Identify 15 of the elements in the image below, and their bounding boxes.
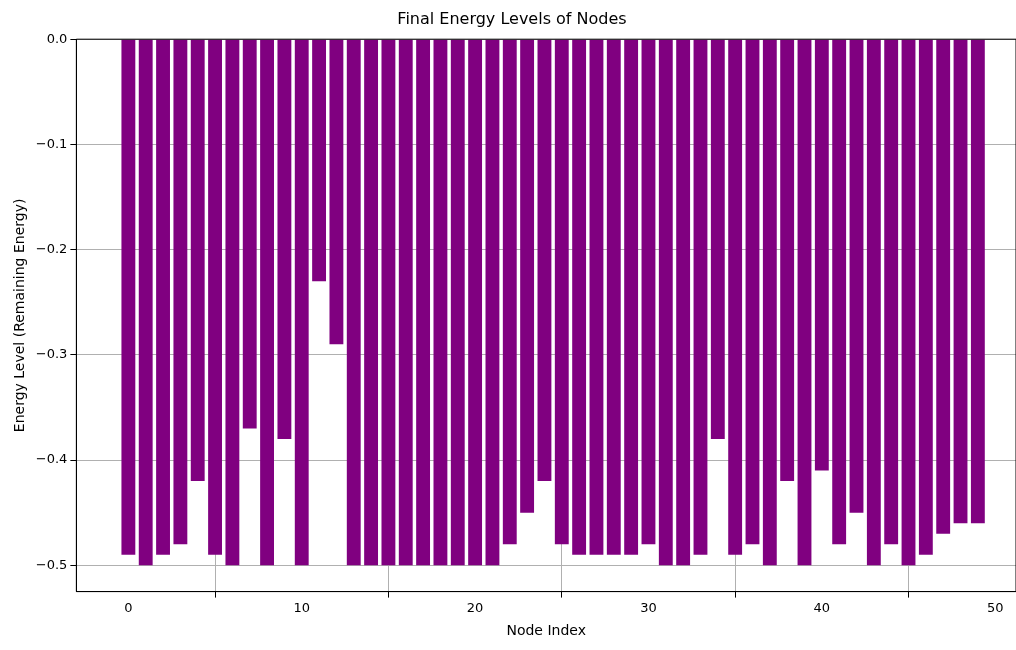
x-tick-label: 40 [813,599,831,615]
chart-title: Final Energy Levels of Nodes [397,8,627,28]
y-axis-title: Energy Level (Remaining Energy) [11,198,28,433]
y-tick-label: −0.2 [35,241,68,257]
y-tick-label: −0.3 [35,346,68,362]
x-tick-label: 10 [293,599,311,615]
y-tick-label: −0.4 [35,451,68,467]
y-tick-label: −0.1 [35,135,68,151]
x-axis-title: Node Index [506,622,586,639]
x-tick-label: 0 [124,599,133,615]
x-tick-label: 30 [640,599,657,615]
x-tick-label: 50 [986,599,1004,615]
y-tick-label: 0.0 [46,30,68,46]
y-tick-label: −0.5 [35,556,68,572]
x-tick-label: 20 [466,599,484,615]
